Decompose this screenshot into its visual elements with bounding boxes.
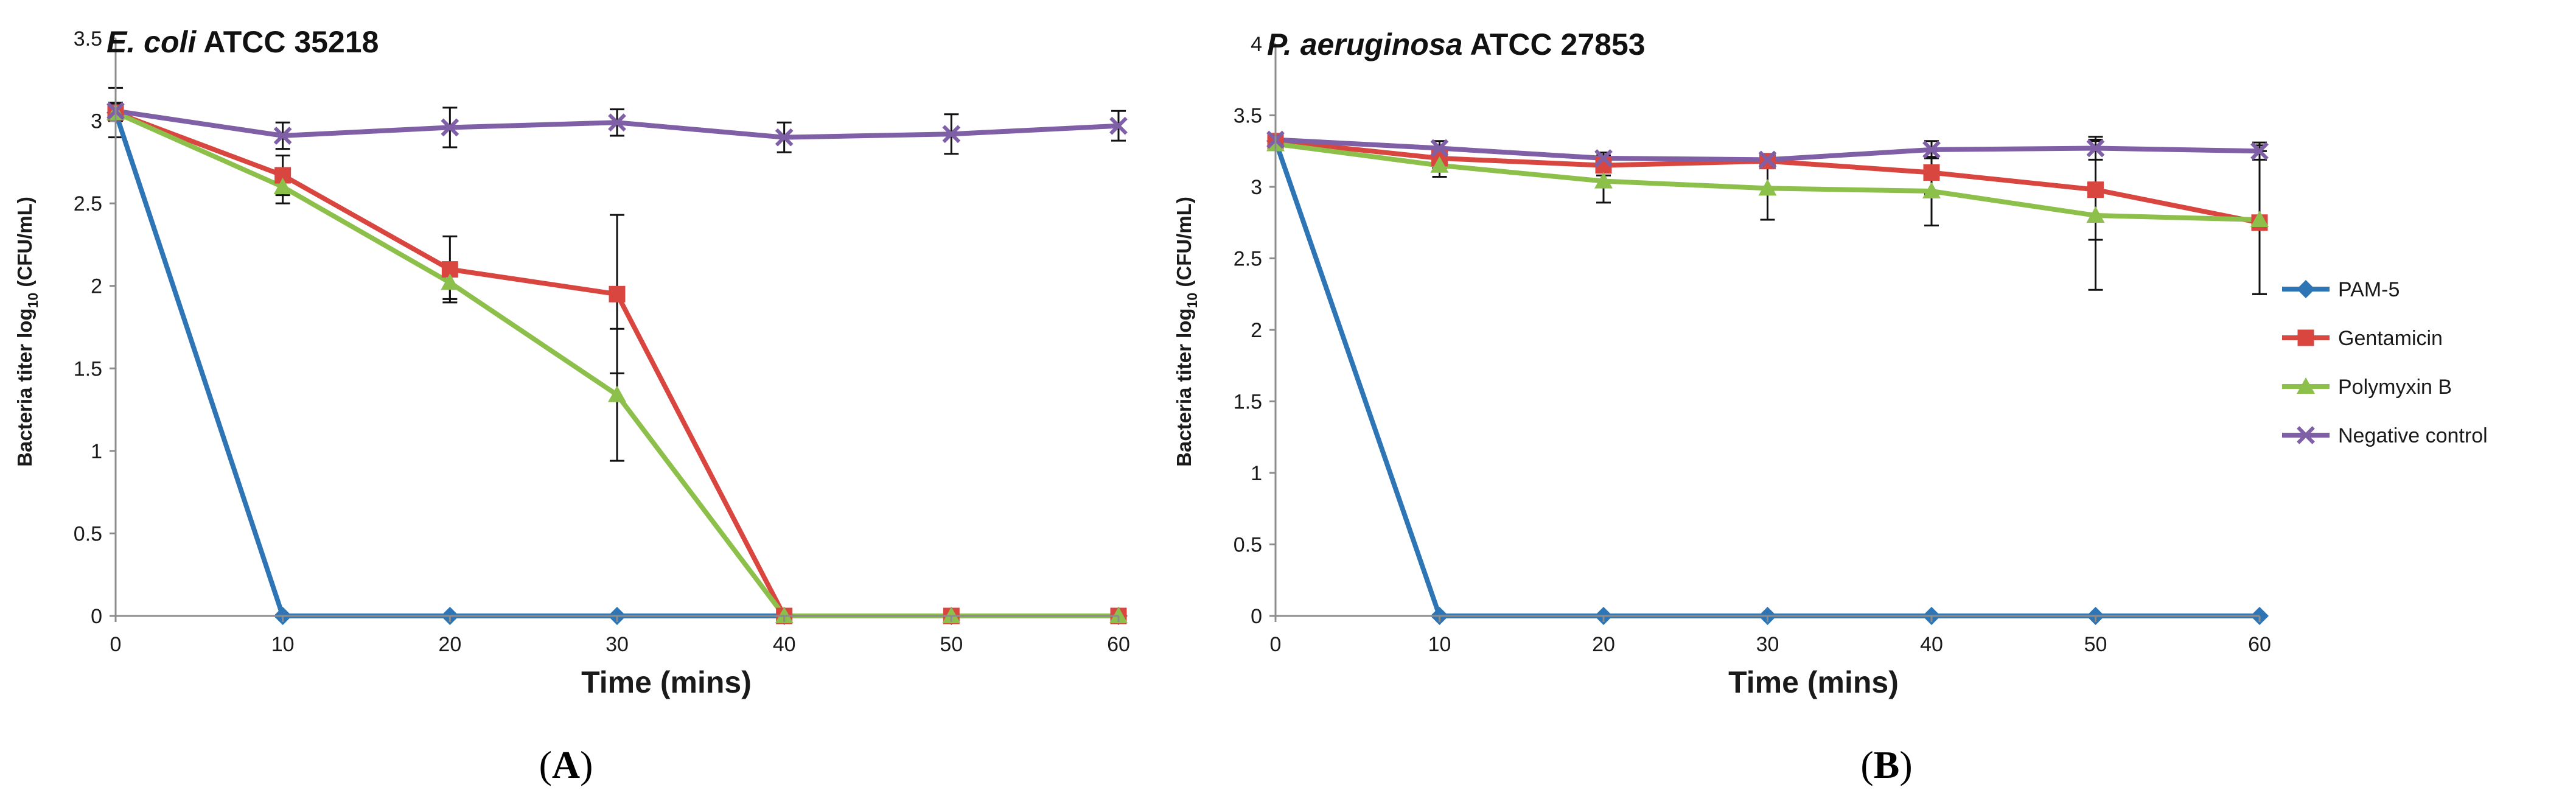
chart-b-y-axis-title-subscript: 10 (1184, 293, 1200, 309)
chart-a-error-bars (108, 86, 1126, 462)
chart-b-gentamicin-point (2087, 181, 2104, 198)
legend-item-polymyxin-b: Polymyxin B (2282, 376, 2452, 399)
legend-marker-polymyxin-b (2297, 377, 2315, 394)
chart-b-negative-control-point (2086, 139, 2105, 158)
chart-a-x-tick-label: 50 (940, 633, 963, 656)
chart-a-y-tick-label: 2 (91, 275, 102, 298)
legend-label-pam-5: PAM-5 (2338, 278, 2400, 301)
chart-b-x-tick-label: 20 (1592, 633, 1615, 656)
panel-label-b-letter: B (1874, 743, 1900, 786)
chart-b-x-tick-label: 50 (2084, 633, 2107, 656)
chart-b-negative-control-point (2250, 142, 2269, 161)
chart-b-y-axis-title-main: Bacteria titer log (1173, 308, 1195, 466)
chart-a-y-tick-label: 1 (91, 440, 102, 463)
chart-a-negative-control-point (1109, 116, 1128, 135)
chart-a-y-tick-label: 3 (91, 110, 102, 133)
chart-a-y-tick-label: 1.5 (74, 357, 102, 380)
chart-b-title: P. aeruginosa ATCC 27853 (1267, 27, 1646, 61)
chart-b-negative-control-point (1430, 139, 1449, 158)
chart-b-polymyxin-b-point (1922, 182, 1941, 199)
chart-a-y-tick-label: 3.5 (74, 27, 102, 51)
chart-a-x-tick-label: 60 (1107, 633, 1130, 656)
chart-b-x-tick-label: 30 (1756, 633, 1779, 656)
chart-a-negative-control-point (942, 125, 961, 144)
panel-label-b: (B) (1860, 743, 1912, 786)
chart-a-y-tick-label: 0 (91, 605, 102, 628)
chart-a-y-axis-title: Bacteria titer log10 (CFU/mL) (13, 197, 41, 467)
chart-a-negative-control-point (273, 127, 292, 145)
chart-b-polymyxin-b-point (2250, 211, 2269, 228)
chart-b-x-tick-label: 0 (1270, 633, 1282, 656)
legend-label-negative-control: Negative control (2338, 424, 2488, 447)
chart-b-y-tick-label: 0.5 (1234, 534, 1262, 557)
legend-marker-negative-control (2297, 426, 2315, 444)
chart-a-x-axis-title: Time (mins) (581, 665, 752, 699)
chart-b-title-strain: ATCC 27853 (1462, 27, 1645, 61)
chart-b-y-tick-label: 0 (1251, 605, 1262, 628)
chart-b-y-tick-label: 1.5 (1234, 391, 1262, 414)
chart-b-y-tick-label: 3 (1251, 176, 1262, 199)
chart-b-y-tick-label: 2 (1251, 319, 1262, 342)
chart-b-title-organism: P. aeruginosa (1267, 27, 1462, 61)
chart-a-polymyxin-b-point (273, 178, 292, 195)
chart-a-negative-control-point (608, 113, 626, 132)
chart-a-polymyxin-b-point (441, 273, 459, 290)
panel-label-a: (A) (539, 743, 593, 786)
chart-a-x-tick-label: 0 (110, 633, 122, 656)
chart-b-y-axis-title-unit: (CFU/mL) (1173, 197, 1195, 293)
chart-b-y-tick-labels: 0 0.5 1 1.5 2 2.5 3 3.5 4 (1234, 33, 1276, 628)
chart-a-x-tick-label: 40 (773, 633, 796, 656)
chart-b-y-tick-label: 3.5 (1234, 105, 1262, 128)
chart-a-negative-control-point (775, 128, 794, 147)
chart-b-polymyxin-b-point (1594, 172, 1613, 189)
legend-label-gentamicin: Gentamicin (2338, 327, 2443, 350)
chart-b-negative-control-point (1922, 141, 1941, 159)
chart-b-y-tick-label: 4 (1251, 33, 1262, 56)
legend-label-polymyxin-b: Polymyxin B (2338, 376, 2452, 399)
chart-b-x-tick-label: 60 (2248, 633, 2271, 656)
chart-a-title-strain: ATCC 35218 (196, 25, 379, 59)
chart-b-markers (1266, 130, 2269, 625)
chart-a: 0 0.5 1 1.5 2 2.5 3 3.5 0 10 20 30 40 50 60 E. coli A… (13, 25, 1130, 699)
legend-marker-gentamicin (2297, 329, 2314, 346)
chart-a-gentamicin-point (609, 285, 626, 302)
chart-a-x-tick-label: 30 (606, 633, 629, 656)
chart-b-negative-control-point (1594, 149, 1613, 167)
chart-b-y-tick-label: 2.5 (1234, 248, 1262, 271)
chart-a-x-tick-label: 10 (271, 633, 295, 656)
chart-b-y-axis-title: Bacteria titer log10 (CFU/mL) (1173, 197, 1200, 467)
chart-b-x-tick-labels: 0 10 20 30 40 50 60 (1270, 616, 2271, 656)
chart-a-y-tick-labels: 0 0.5 1 1.5 2 2.5 3 3.5 (74, 27, 116, 628)
legend-item-pam-5: PAM-5 (2282, 278, 2400, 301)
chart-b-polymyxin-b-point (2086, 206, 2105, 223)
chart-a-negative-control-point (441, 118, 459, 137)
chart-b-x-tick-label: 10 (1428, 633, 1451, 656)
panel-label-a-letter: A (552, 743, 580, 786)
chart-b-x-axis-title: Time (mins) (1728, 665, 1899, 699)
legend-marker-pam-5 (2297, 280, 2315, 298)
legend-item-gentamicin: Gentamicin (2282, 327, 2443, 350)
chart-a-y-axis-title-main: Bacteria titer log (13, 308, 36, 466)
chart-a-y-axis-title-subscript: 10 (25, 293, 41, 309)
chart-b-polymyxin-b-point (1758, 179, 1777, 196)
chart-b-negative-control-point (1758, 150, 1777, 169)
legend: PAM-5 Gentamicin Polymyxin B Negative contr… (2282, 278, 2488, 447)
chart-a-x-tick-label: 20 (438, 633, 461, 656)
chart-a-title: E. coli ATCC 35218 (106, 25, 379, 59)
chart-a-y-axis-title-unit: (CFU/mL) (13, 197, 36, 293)
chart-b-y-tick-label: 1 (1251, 462, 1262, 485)
chart-b: 0 0.5 1 1.5 2 2.5 3 3.5 4 0 10 20 30 40 50 60 P. aerug… (1173, 27, 2271, 699)
legend-item-negative-control: Negative control (2282, 424, 2488, 447)
chart-a-title-organism: E. coli (106, 25, 197, 59)
chart-b-polymyxin-b-point (1430, 156, 1449, 173)
chart-a-polymyxin-b-point (608, 385, 626, 402)
chart-a-y-tick-label: 0.5 (74, 522, 102, 545)
chart-a-x-tick-labels: 0 10 20 30 40 50 60 (110, 616, 1130, 656)
chart-a-y-tick-label: 2.5 (74, 192, 102, 215)
chart-b-gentamicin-point (1923, 164, 1940, 181)
chart-b-x-tick-label: 40 (1920, 633, 1943, 656)
